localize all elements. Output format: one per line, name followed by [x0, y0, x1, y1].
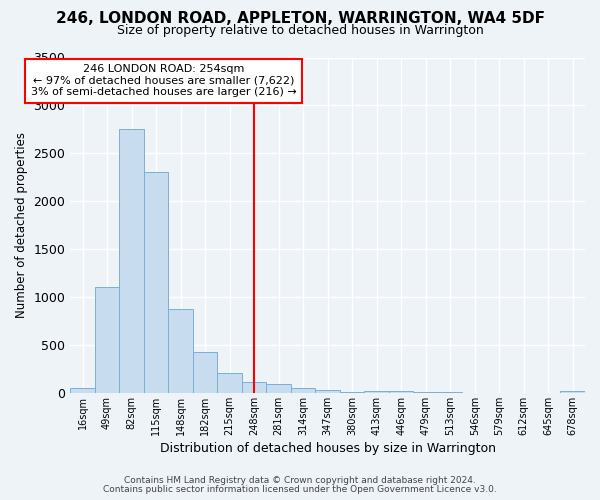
Bar [169, 308, 193, 393]
Text: Contains HM Land Registry data © Crown copyright and database right 2024.: Contains HM Land Registry data © Crown c… [124, 476, 476, 485]
Bar [119, 130, 144, 393]
Bar [560, 391, 585, 393]
Bar [95, 288, 119, 393]
Y-axis label: Number of detached properties: Number of detached properties [15, 132, 28, 318]
Text: 246 LONDON ROAD: 254sqm
← 97% of detached houses are smaller (7,622)
3% of semi-: 246 LONDON ROAD: 254sqm ← 97% of detache… [31, 64, 296, 98]
Text: Size of property relative to detached houses in Warrington: Size of property relative to detached ho… [116, 24, 484, 37]
Text: 246, LONDON ROAD, APPLETON, WARRINGTON, WA4 5DF: 246, LONDON ROAD, APPLETON, WARRINGTON, … [56, 11, 545, 26]
Bar [242, 382, 266, 393]
Bar [144, 172, 169, 393]
Text: Contains public sector information licensed under the Open Government Licence v3: Contains public sector information licen… [103, 485, 497, 494]
Bar [70, 388, 95, 393]
Bar [291, 388, 316, 393]
Bar [217, 373, 242, 393]
X-axis label: Distribution of detached houses by size in Warrington: Distribution of detached houses by size … [160, 442, 496, 455]
Bar [364, 390, 389, 393]
Bar [193, 352, 217, 393]
Bar [389, 391, 413, 393]
Bar [266, 384, 291, 393]
Bar [316, 390, 340, 393]
